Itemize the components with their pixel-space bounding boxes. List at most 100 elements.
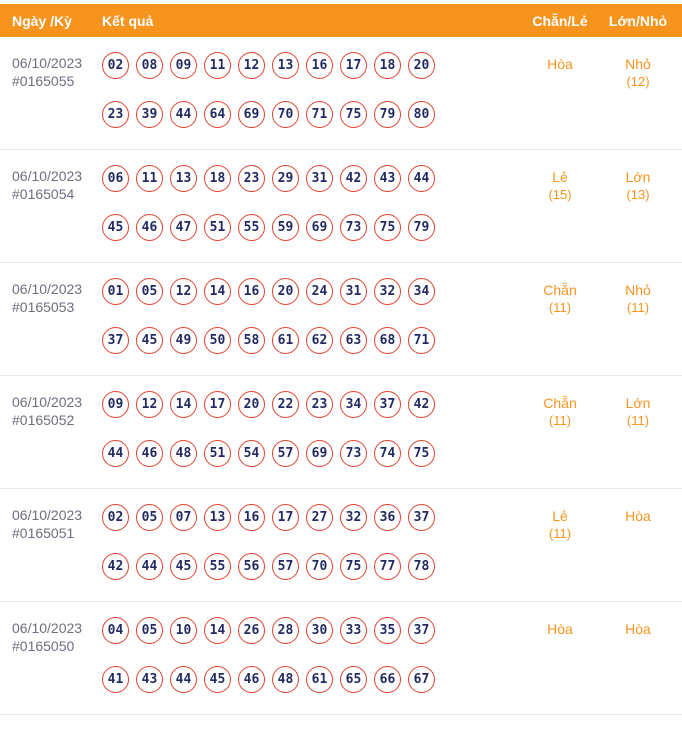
- result-row: 06/10/2023 #0165051 02 05 07 13 16 17 27 32 36 37…: [0, 489, 682, 602]
- number-ball: 79: [374, 101, 401, 128]
- number-ball: 57: [272, 553, 299, 580]
- number-ball: 75: [340, 101, 367, 128]
- date-cell: 06/10/2023 #0165050: [12, 617, 102, 693]
- number-ball: 30: [306, 617, 333, 644]
- draw-date: 06/10/2023: [12, 620, 83, 636]
- number-ball: 37: [408, 617, 435, 644]
- number-ball: 32: [340, 504, 367, 531]
- number-ball: 23: [102, 101, 129, 128]
- number-ball: 66: [374, 666, 401, 693]
- number-ball: 50: [204, 327, 231, 354]
- header-evenodd-column: Chẵn/Lẻ: [532, 12, 588, 29]
- number-ball: 48: [170, 440, 197, 467]
- number-ball: 44: [136, 553, 163, 580]
- number-ball: 13: [204, 504, 231, 531]
- draw-date: 06/10/2023: [12, 394, 83, 410]
- number-ball: 55: [238, 214, 265, 241]
- number-ball: 02: [102, 52, 129, 79]
- bigsmall-cell: Hòa: [602, 617, 674, 693]
- number-ball: 32: [374, 278, 401, 305]
- number-ball: 16: [238, 278, 265, 305]
- number-ball: 16: [238, 504, 265, 531]
- number-ball: 73: [340, 440, 367, 467]
- numbers-cell: 02 05 07 13 16 17 27 32 36 37 42 44 45 55 56 57 70 75 77 7…: [102, 504, 518, 580]
- bigsmall-count: (13): [626, 187, 650, 203]
- header-bigsmall-column: Lớn/Nhỏ: [608, 12, 668, 29]
- number-ball: 43: [374, 165, 401, 192]
- number-ball: 64: [204, 101, 231, 128]
- table-header: Ngày /Kỳ Kết quả Chẵn/Lẻ Lớn/Nhỏ: [0, 4, 682, 37]
- number-ball: 37: [408, 504, 435, 531]
- draw-date: 06/10/2023: [12, 168, 83, 184]
- numbers-line-2: 44 46 48 51 54 57 69 73 74 75: [102, 440, 518, 467]
- evenodd-cell: Chẵn (11): [518, 278, 602, 354]
- bigsmall-cell: Lớn (11): [602, 391, 674, 467]
- number-ball: 73: [340, 214, 367, 241]
- number-ball: 63: [340, 327, 367, 354]
- number-ball: 09: [102, 391, 129, 418]
- number-ball: 56: [238, 553, 265, 580]
- number-ball: 69: [238, 101, 265, 128]
- number-ball: 02: [102, 504, 129, 531]
- number-ball: 71: [408, 327, 435, 354]
- bigsmall-value: Lớn: [625, 395, 651, 411]
- date-cell: 06/10/2023 #0165051: [12, 504, 102, 580]
- number-ball: 61: [306, 666, 333, 693]
- number-ball: 34: [340, 391, 367, 418]
- header-date-column: Ngày /Kỳ: [12, 12, 72, 29]
- number-ball: 26: [238, 617, 265, 644]
- result-row: 06/10/2023 #0165054 06 11 13 18 23 29 31 42 43 44…: [0, 150, 682, 263]
- numbers-line-2: 23 39 44 64 69 70 71 75 79 80: [102, 101, 518, 128]
- number-ball: 05: [136, 504, 163, 531]
- number-ball: 47: [170, 214, 197, 241]
- draw-date: 06/10/2023: [12, 281, 83, 297]
- number-ball: 13: [272, 52, 299, 79]
- numbers-line-1: 01 05 12 14 16 20 24 31 32 34: [102, 278, 518, 305]
- number-ball: 45: [102, 214, 129, 241]
- number-ball: 37: [374, 391, 401, 418]
- number-ball: 75: [374, 214, 401, 241]
- number-ball: 57: [272, 440, 299, 467]
- evenodd-cell: Hòa: [518, 617, 602, 693]
- number-ball: 11: [204, 52, 231, 79]
- number-ball: 46: [238, 666, 265, 693]
- number-ball: 14: [170, 391, 197, 418]
- numbers-cell: 02 08 09 11 12 13 16 17 18 20 23 39 44 64 69 70 71 75 79 8…: [102, 52, 518, 128]
- numbers-cell: 06 11 13 18 23 29 31 42 43 44 45 46 47 51 55 59 69 73 75 7…: [102, 165, 518, 241]
- number-ball: 45: [170, 553, 197, 580]
- number-ball: 06: [102, 165, 129, 192]
- evenodd-value: Lẻ: [552, 508, 568, 524]
- number-ball: 79: [408, 214, 435, 241]
- draw-id: #0165053: [12, 299, 75, 316]
- number-ball: 67: [408, 666, 435, 693]
- number-ball: 24: [306, 278, 333, 305]
- result-row: 06/10/2023 #0165052 09 12 14 17 20 22 23 34 37 42…: [0, 376, 682, 489]
- result-row: 06/10/2023 #0165055 02 08 09 11 12 13 16 17 18 20…: [0, 37, 682, 150]
- number-ball: 46: [136, 214, 163, 241]
- evenodd-count: (11): [548, 300, 572, 316]
- number-ball: 17: [204, 391, 231, 418]
- evenodd-count: (11): [548, 413, 572, 429]
- numbers-line-2: 37 45 49 50 58 61 62 63 68 71: [102, 327, 518, 354]
- bigsmall-value: Hòa: [625, 621, 651, 637]
- number-ball: 51: [204, 440, 231, 467]
- lottery-results-table: Ngày /Kỳ Kết quả Chẵn/Lẻ Lớn/Nhỏ 06/10/2…: [0, 4, 682, 715]
- number-ball: 44: [170, 101, 197, 128]
- number-ball: 55: [204, 553, 231, 580]
- number-ball: 35: [374, 617, 401, 644]
- draw-id: #0165055: [12, 73, 75, 90]
- number-ball: 05: [136, 278, 163, 305]
- numbers-line-2: 45 46 47 51 55 59 69 73 75 79: [102, 214, 518, 241]
- number-ball: 10: [170, 617, 197, 644]
- evenodd-value: Lẻ: [552, 169, 568, 185]
- bigsmall-cell: Nhỏ (12): [602, 52, 674, 128]
- evenodd-value: Chẵn: [543, 395, 577, 411]
- number-ball: 59: [272, 214, 299, 241]
- numbers-line-2: 42 44 45 55 56 57 70 75 77 78: [102, 553, 518, 580]
- number-ball: 20: [272, 278, 299, 305]
- number-ball: 05: [136, 617, 163, 644]
- number-ball: 37: [102, 327, 129, 354]
- number-ball: 20: [408, 52, 435, 79]
- number-ball: 62: [306, 327, 333, 354]
- number-ball: 36: [374, 504, 401, 531]
